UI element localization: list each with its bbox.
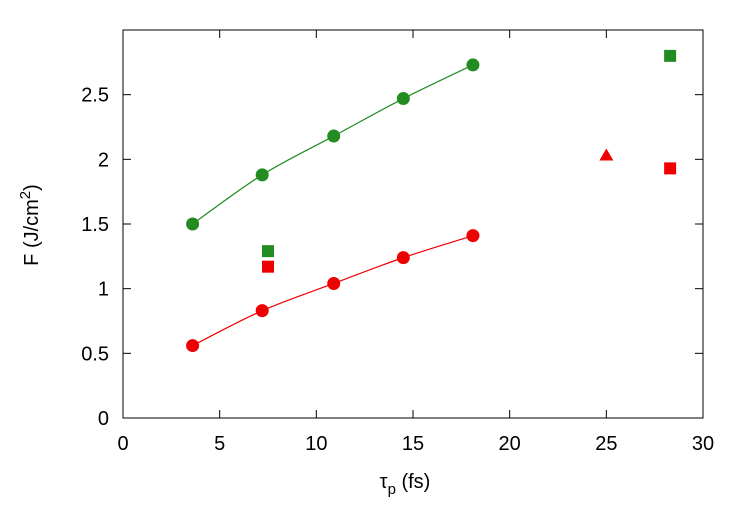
y-tick-label: 2.5	[81, 85, 109, 107]
x-axis-label: τp (fs)	[380, 471, 431, 498]
point	[466, 58, 480, 72]
x-label-sub: p	[388, 481, 396, 498]
x-tick-label: 15	[402, 433, 424, 455]
y-label-base: F (J/cm	[21, 199, 43, 266]
point	[396, 92, 410, 106]
fit-line	[192, 235, 474, 347]
x-tick-label: 5	[214, 433, 225, 455]
y-tick-label: 2	[98, 149, 109, 171]
point	[186, 339, 200, 353]
point	[255, 168, 269, 182]
x-label-base: τ	[380, 471, 388, 493]
point	[466, 229, 480, 243]
x-tick-label: 30	[692, 433, 714, 455]
plot-frame	[122, 29, 704, 419]
y-label-rest: )	[21, 184, 43, 191]
x-label-rest: (fs)	[396, 471, 430, 493]
x-tick-label: 20	[499, 433, 521, 455]
point	[664, 49, 677, 62]
y-tick-label: 1	[98, 279, 109, 301]
point	[327, 129, 341, 143]
point	[186, 217, 200, 231]
point	[396, 251, 410, 265]
point	[599, 148, 614, 161]
x-tick-label: 25	[595, 433, 617, 455]
y-tick-label: 1.5	[81, 214, 109, 236]
x-tick-label: 0	[117, 433, 128, 455]
y-tick-label: 0	[98, 408, 109, 430]
point	[262, 245, 274, 258]
x-tick-label: 10	[305, 433, 327, 455]
y-tick-label: 0.5	[81, 343, 109, 365]
y-axis-label: F (J/cm2)	[17, 184, 43, 266]
point	[327, 276, 341, 290]
point	[262, 260, 274, 273]
fit-line	[192, 64, 474, 225]
point	[664, 162, 677, 175]
point	[255, 304, 269, 318]
y-label-sup: 2	[17, 191, 34, 199]
